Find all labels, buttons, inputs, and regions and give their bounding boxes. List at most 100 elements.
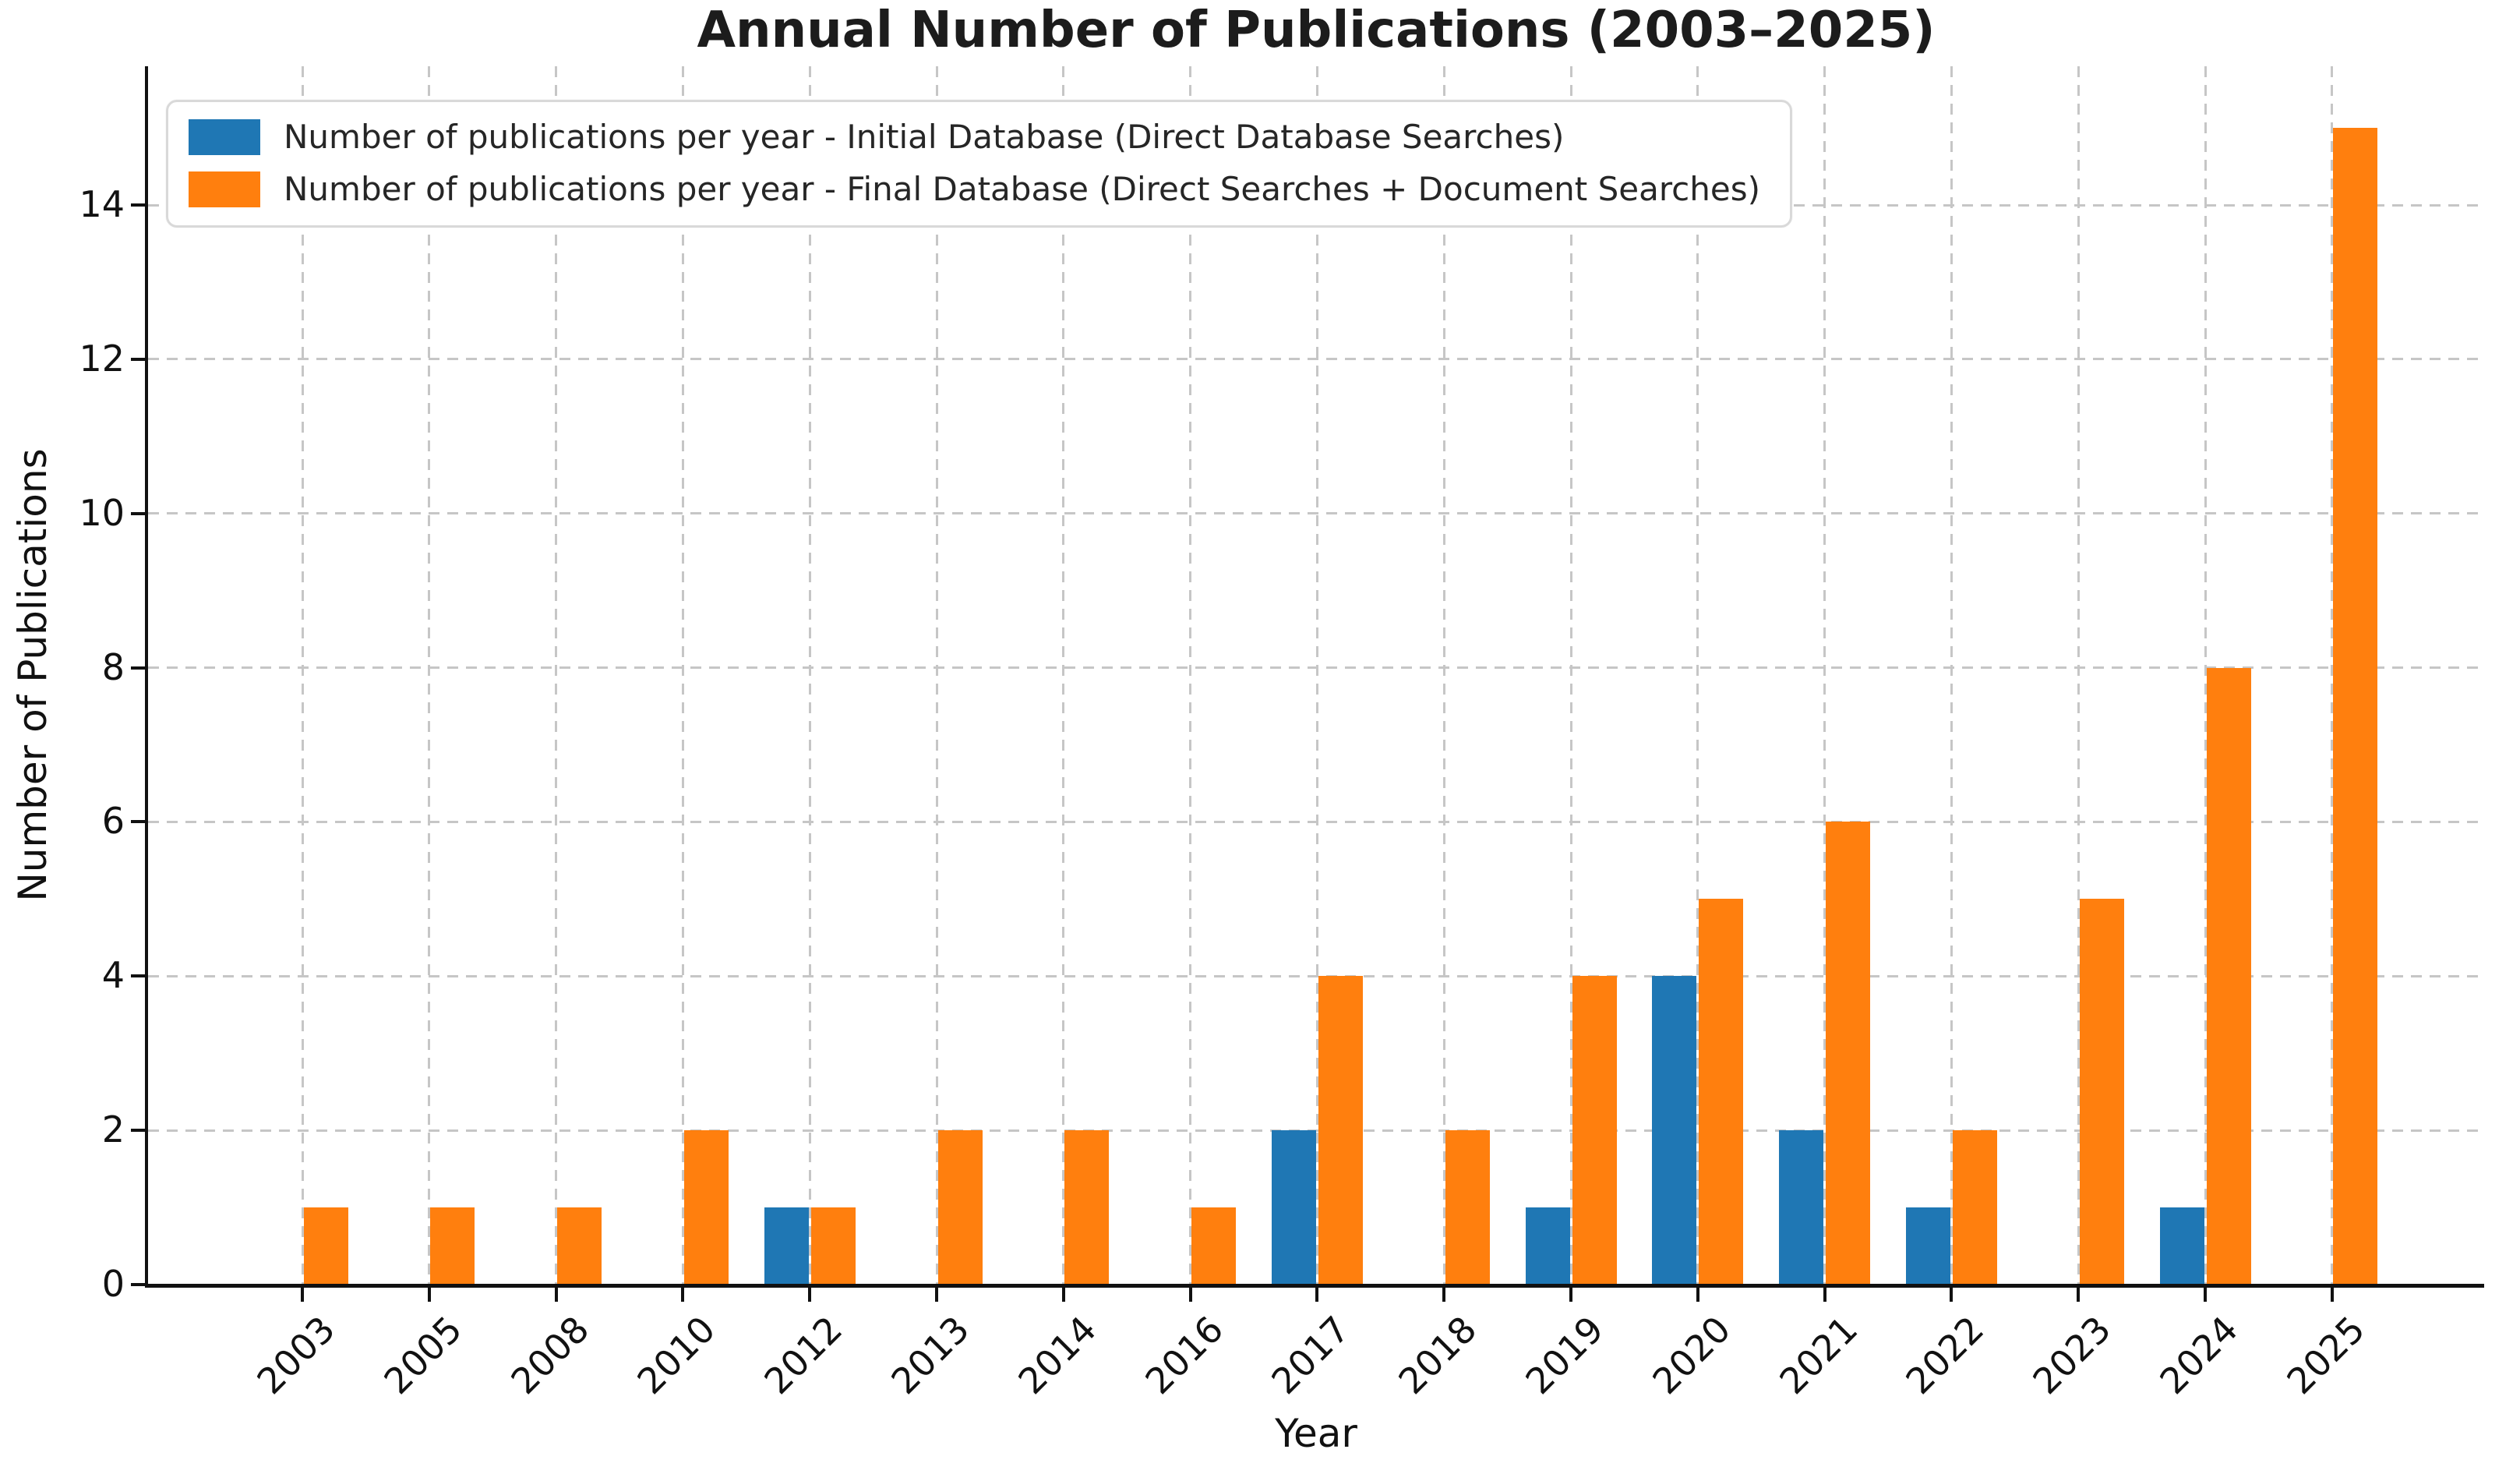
x-tick-label-2025: 2025 [2278,1308,2373,1402]
bar-final-2003 [303,1207,348,1285]
y-tickmark-14 [131,203,145,207]
x-tickmark-2014 [1061,1288,1065,1302]
x-tickmark-2016 [1188,1288,1192,1302]
x-tickmark-2013 [935,1288,938,1302]
bar-final-2005 [430,1207,475,1285]
gridline-x-2020 [1696,66,1699,1285]
x-tickmark-2018 [1442,1288,1446,1302]
legend: Number of publications per year - Initia… [166,100,1793,228]
gridline-x-2022 [1950,66,1953,1285]
bar-initial-2019 [1525,1207,1570,1285]
x-tick-label-2019: 2019 [1517,1308,1612,1402]
legend-swatch-final [189,171,260,207]
gridline-x-2008 [555,66,558,1285]
gridline-x-2003 [301,66,304,1285]
bar-initial-2021 [1779,1130,1824,1285]
y-tickmark-2 [131,1129,145,1133]
x-tick-label-2018: 2018 [1390,1308,1485,1402]
x-tickmark-2017 [1315,1288,1319,1302]
x-tickmark-2024 [2204,1288,2207,1302]
bar-final-2022 [1952,1130,1997,1285]
x-axis-spine [145,1284,2484,1288]
gridline-x-2023 [2077,66,2080,1285]
x-tick-label-2012: 2012 [756,1308,851,1402]
x-tick-label-2014: 2014 [1010,1308,1104,1402]
y-tickmark-12 [131,357,145,361]
y-tickmark-6 [131,820,145,824]
bar-final-2025 [2333,128,2378,1285]
gridline-x-2005 [428,66,431,1285]
x-tickmark-2022 [1950,1288,1954,1302]
y-tick-label-6: 6 [101,800,125,843]
bar-final-2014 [1064,1130,1110,1285]
bar-final-2019 [1572,976,1617,1285]
bar-final-2008 [557,1207,602,1285]
gridline-x-2024 [2204,66,2207,1285]
x-tickmark-2019 [1569,1288,1572,1302]
y-tick-label-2: 2 [101,1108,125,1151]
gridline-x-2025 [2331,66,2334,1285]
y-tick-label-0: 0 [101,1262,125,1305]
bar-final-2021 [1826,822,1871,1285]
bar-initial-2022 [1905,1207,1950,1285]
y-tickmark-10 [131,511,145,515]
legend-label: Number of publications per year - Initia… [284,118,1565,156]
gridline-x-2016 [1189,66,1192,1285]
x-tickmark-2003 [301,1288,304,1302]
x-tick-label-2008: 2008 [502,1308,597,1402]
bar-final-2020 [1699,899,1744,1285]
x-tick-label-2003: 2003 [249,1308,344,1402]
x-tick-label-2017: 2017 [1263,1308,1358,1402]
bar-initial-2024 [2159,1207,2204,1285]
bar-initial-2012 [764,1207,809,1285]
gridline-x-2012 [808,66,811,1285]
x-tickmark-2025 [2330,1288,2334,1302]
x-tickmark-2021 [1823,1288,1826,1302]
bar-final-2016 [1191,1207,1237,1285]
gridline-x-2019 [1569,66,1572,1285]
legend-label: Number of publications per year - Final … [284,170,1761,208]
bar-final-2024 [2206,667,2251,1285]
bar-final-2023 [2079,899,2124,1285]
x-tickmark-2023 [2077,1288,2081,1302]
legend-item-initial: Number of publications per year - Initia… [189,118,1760,156]
x-tick-label-2020: 2020 [1644,1308,1738,1402]
legend-item-final: Number of publications per year - Final … [189,170,1760,208]
x-tick-label-2005: 2005 [376,1308,470,1402]
gridline-x-2014 [1062,66,1065,1285]
bar-final-2017 [1318,976,1363,1285]
chart-title: Annual Number of Publications (2003–2025… [697,2,1936,59]
x-tick-label-2022: 2022 [1897,1308,1992,1402]
bar-final-2018 [1445,1130,1490,1285]
y-tick-label-14: 14 [79,182,125,225]
y-tick-label-4: 4 [101,954,125,997]
x-tick-label-2021: 2021 [1770,1308,1865,1402]
gridline-x-2021 [1823,66,1826,1285]
y-axis-spine [145,66,148,1288]
legend-swatch-initial [189,118,260,155]
gridline-x-2013 [935,66,938,1285]
bar-initial-2017 [1271,1130,1316,1285]
bar-final-2012 [810,1207,856,1285]
x-tick-label-2016: 2016 [1136,1308,1231,1402]
y-tickmark-0 [131,1283,145,1286]
x-tick-label-2010: 2010 [629,1308,724,1402]
y-tick-label-8: 8 [101,645,125,688]
y-tick-label-12: 12 [79,337,125,380]
x-tickmark-2020 [1696,1288,1699,1302]
x-tick-label-2013: 2013 [883,1308,978,1402]
bar-final-2013 [937,1130,983,1285]
x-tick-label-2024: 2024 [2151,1308,2246,1402]
bar-initial-2020 [1652,976,1697,1285]
bar-final-2010 [683,1130,729,1285]
gridline-x-2017 [1315,66,1318,1285]
x-tickmark-2010 [681,1288,685,1302]
x-tick-label-2023: 2023 [2024,1308,2119,1402]
y-tick-label-10: 10 [79,491,125,534]
x-tickmark-2005 [427,1288,431,1302]
gridline-x-2018 [1442,66,1445,1285]
y-tickmark-8 [131,666,145,670]
y-tickmark-4 [131,974,145,978]
